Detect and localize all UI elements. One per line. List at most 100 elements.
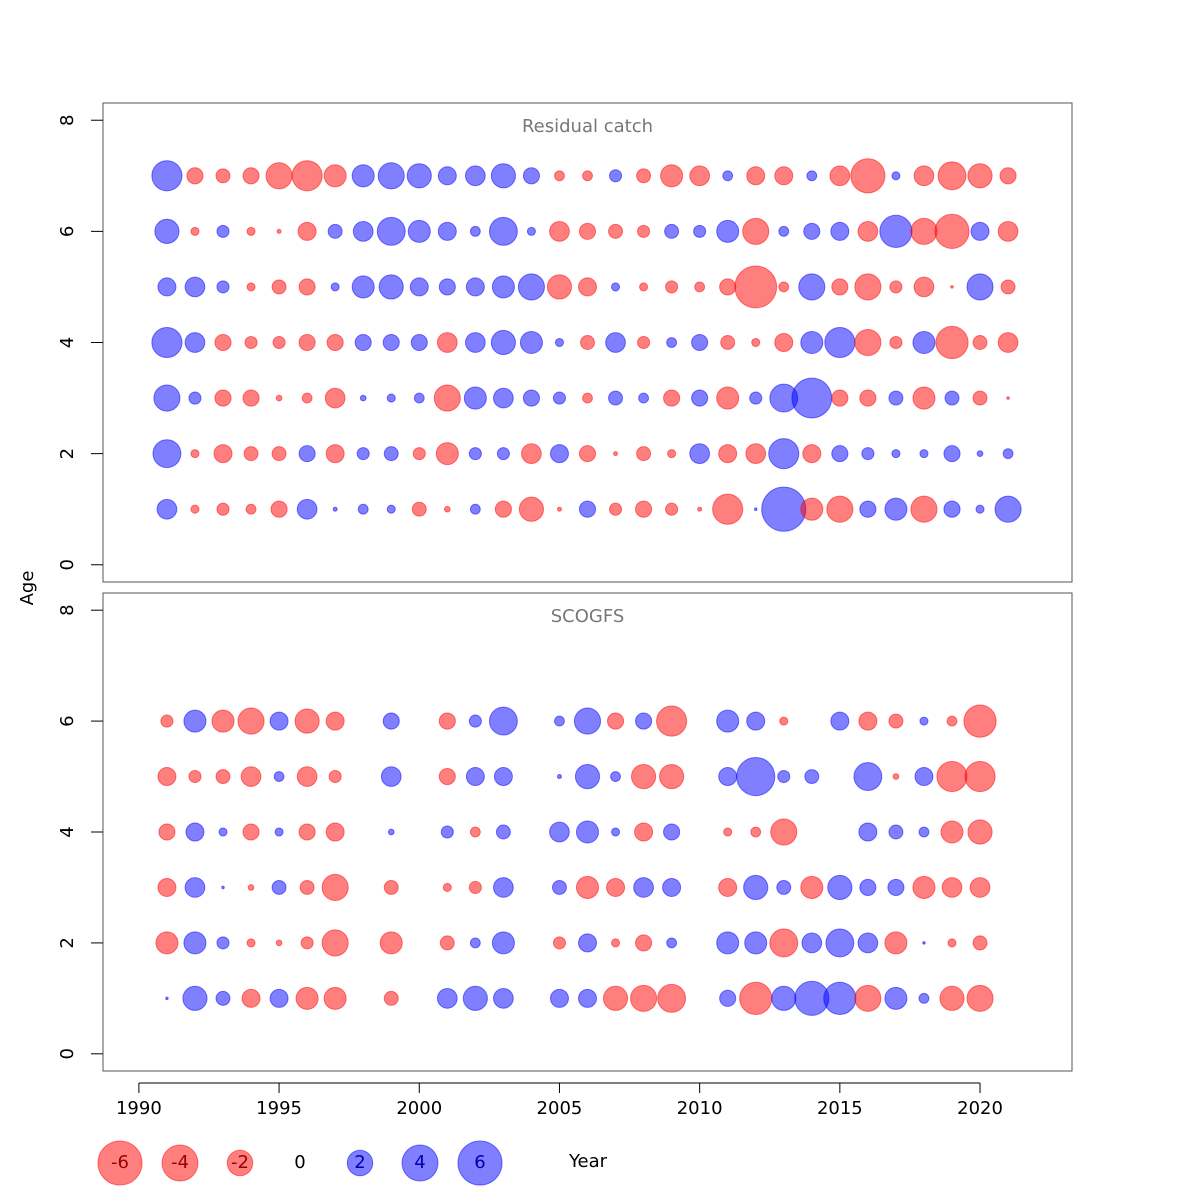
bubble	[216, 224, 230, 238]
legend-label: 4	[414, 1152, 425, 1173]
x-tick-label: 2020	[957, 1098, 1003, 1119]
bubble	[634, 822, 654, 842]
bubble	[635, 934, 653, 952]
bubble	[298, 445, 316, 463]
bubble	[211, 709, 235, 733]
bubble	[635, 500, 653, 518]
bubble	[662, 877, 682, 897]
legend-label: 0	[294, 1152, 305, 1173]
bubble	[635, 712, 653, 730]
bubble	[376, 216, 406, 246]
bubble	[966, 273, 994, 301]
bubble	[578, 445, 597, 463]
bubble	[214, 333, 232, 352]
bubble	[611, 938, 621, 948]
bubble	[323, 164, 347, 188]
bubble	[321, 929, 349, 957]
bubble	[413, 392, 425, 404]
bubble	[722, 170, 734, 182]
bubble	[241, 988, 261, 1008]
bubble	[859, 500, 877, 518]
bubble	[325, 822, 345, 842]
bubble	[888, 390, 904, 406]
bubble	[435, 442, 459, 466]
bubble	[352, 221, 374, 242]
bubble	[218, 827, 228, 837]
bubble	[888, 824, 904, 840]
bubble	[967, 819, 993, 845]
bubble	[774, 166, 794, 186]
bubble	[294, 708, 320, 734]
bubble	[573, 707, 602, 735]
bubble	[216, 502, 230, 516]
bubble	[327, 223, 343, 239]
bubble	[636, 168, 652, 184]
bubble	[934, 213, 970, 249]
bubble	[602, 985, 629, 1011]
bubble	[850, 158, 886, 194]
x-tick-label: 1990	[116, 1098, 162, 1119]
bubble	[190, 226, 200, 236]
bubble	[377, 162, 405, 190]
bubble	[182, 985, 208, 1011]
bubble	[972, 390, 988, 406]
bubble	[325, 711, 345, 731]
bubble	[549, 221, 570, 242]
bubble	[468, 447, 482, 461]
bubble	[242, 823, 260, 841]
bubble	[657, 983, 687, 1013]
bubble	[357, 503, 369, 515]
bubble	[660, 164, 684, 188]
bubble	[798, 273, 826, 301]
bubble	[770, 818, 798, 846]
bubble	[184, 332, 206, 353]
bubble	[244, 335, 258, 350]
bubble	[406, 163, 432, 189]
bubble	[718, 877, 738, 897]
bubble	[801, 932, 823, 954]
bubble	[246, 282, 256, 292]
bubble	[716, 931, 740, 955]
legend-bubble	[97, 1140, 143, 1186]
x-tick-label: 2015	[817, 1098, 863, 1119]
bubble	[274, 827, 284, 837]
bubble	[183, 931, 207, 955]
bubble	[891, 171, 901, 181]
panel-title: Residual catch	[522, 116, 653, 137]
bubble	[606, 712, 625, 730]
bubble	[746, 166, 766, 186]
bubble	[493, 387, 514, 409]
bubble	[751, 337, 761, 348]
bubble	[736, 756, 776, 797]
bubble	[437, 166, 457, 186]
bubble	[779, 716, 789, 726]
x-tick-label: 2000	[396, 1098, 442, 1119]
bubble	[889, 335, 903, 350]
bubble	[667, 449, 677, 459]
bubble	[884, 931, 908, 955]
bubble	[382, 712, 400, 730]
bubble	[693, 224, 707, 238]
bubble	[269, 988, 289, 1008]
bubble	[776, 879, 792, 895]
bubble	[438, 278, 456, 296]
bubble	[578, 277, 597, 297]
bubble	[298, 823, 316, 841]
bubble	[910, 495, 938, 523]
bubble	[964, 760, 996, 793]
bubble	[912, 875, 936, 899]
bubble	[299, 879, 315, 895]
bubble	[272, 335, 286, 350]
bubble	[297, 221, 317, 241]
bubble	[213, 444, 233, 464]
bubble	[761, 486, 807, 532]
bubble	[270, 500, 288, 518]
bubble	[578, 500, 597, 518]
bubble	[356, 447, 370, 461]
bubble	[275, 394, 283, 402]
bubble	[380, 766, 402, 787]
bubble	[582, 392, 593, 404]
bubble	[437, 221, 457, 241]
bubble	[638, 392, 650, 404]
